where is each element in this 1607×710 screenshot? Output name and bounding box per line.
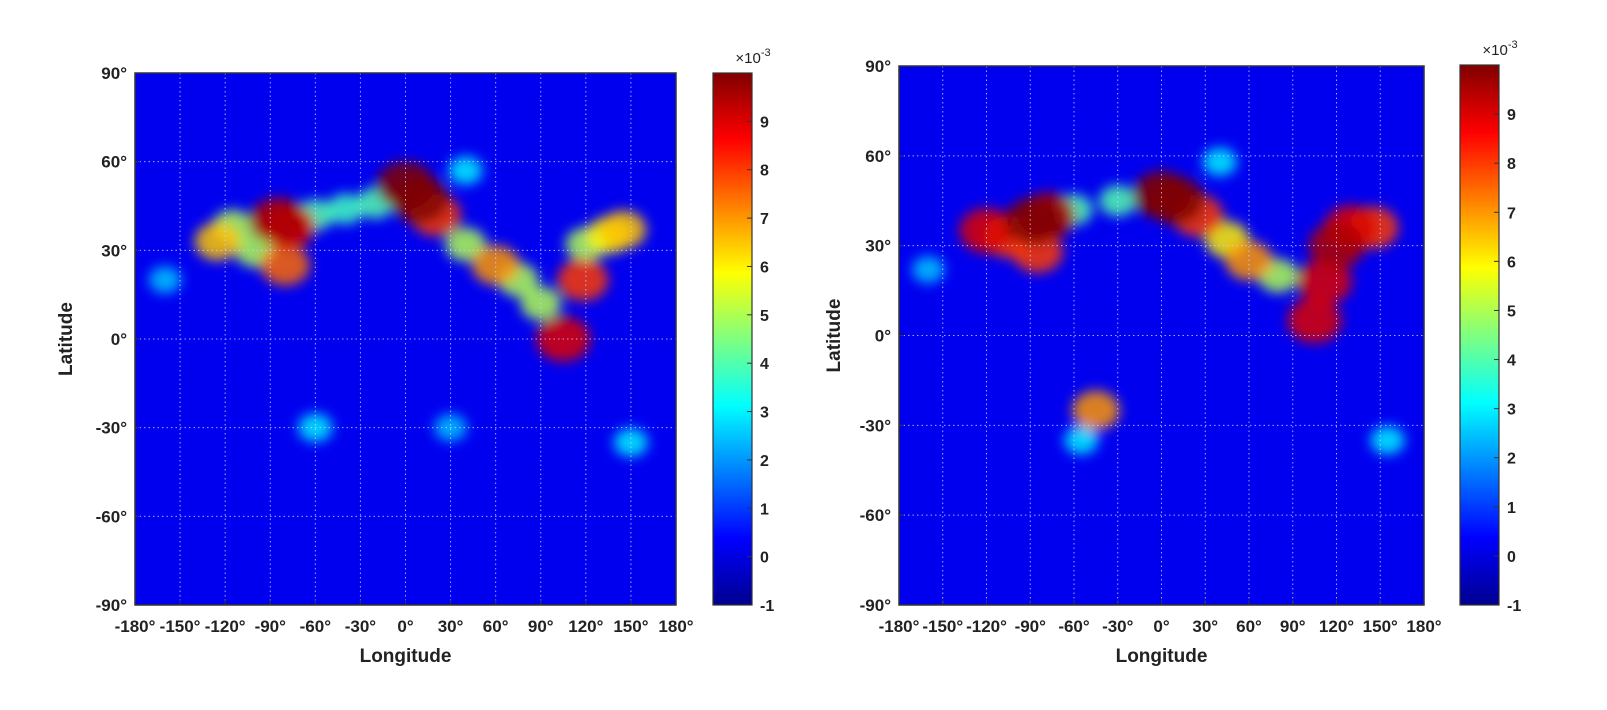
y-tick-label: -90°	[860, 596, 892, 615]
x-tick-label: -120°	[205, 617, 246, 636]
colorbar-tick-label: 0	[1507, 549, 1516, 566]
x-tick-label: 0°	[397, 617, 413, 636]
y-tick-label: -60°	[96, 507, 128, 526]
colorbar-tick-label: 4	[1507, 353, 1516, 370]
colorbar-tick-label: -1	[760, 598, 774, 615]
x-tick-label: 30°	[438, 617, 464, 636]
x-tick-label: 30°	[1192, 617, 1218, 636]
y-tick-label: 30°	[101, 241, 127, 260]
colorbar-tick-label: 1	[760, 501, 769, 518]
colorbar-tick-label: 7	[1507, 205, 1516, 222]
x-tick-label: -30°	[345, 617, 377, 636]
colorbar-tick-label: 2	[1507, 451, 1516, 468]
colorbar-multiplier: ×10-3	[735, 47, 770, 67]
x-tick-label: -180°	[879, 617, 920, 636]
colorbar-tick-label: 5	[1507, 303, 1516, 320]
colorbar-tick-label: 5	[760, 308, 769, 325]
heatmap-hotspot	[391, 176, 450, 225]
x-tick-label: -90°	[1015, 617, 1047, 636]
y-tick-label: -30°	[860, 416, 892, 435]
y-tick-label: -60°	[860, 506, 892, 525]
heatmap-field	[911, 147, 1405, 455]
heatmap-hotspot	[1064, 426, 1099, 455]
x-tick-label: 60°	[483, 617, 509, 636]
colorbar	[1459, 64, 1500, 606]
colorbar-tick-label: 7	[760, 211, 769, 228]
colorbar-tick-label: 3	[1507, 402, 1516, 419]
x-tick-label: 150°	[613, 617, 648, 636]
x-tick-label: -30°	[1102, 617, 1134, 636]
y-tick-label: -90°	[96, 596, 128, 615]
colorbar-tick-label: 0	[760, 550, 769, 567]
heatmap-hotspot	[1370, 426, 1405, 455]
colorbar-tick-label: 4	[760, 356, 769, 373]
x-axis-label: Longitude	[360, 646, 452, 667]
x-tick-label: 60°	[1236, 617, 1262, 636]
colorbar-tick-label: 2	[760, 453, 769, 470]
colorbar-tick-label: 8	[1507, 156, 1516, 173]
x-tick-label: 150°	[1363, 617, 1398, 636]
heatmap-hotspot	[1147, 176, 1205, 225]
x-tick-label: -60°	[300, 617, 332, 636]
heatmap-hotspot	[557, 258, 609, 302]
heatmap-hotspot	[471, 245, 520, 285]
colorbar	[712, 72, 753, 606]
colorbar-multiplier: ×10-3	[1482, 39, 1517, 59]
colorbar-tick-label: 8	[760, 163, 769, 180]
x-axis-label: Longitude	[1116, 646, 1208, 667]
x-tick-label: -150°	[922, 617, 963, 636]
y-axis-label: Latitude	[56, 302, 77, 376]
heatmap-panel-right: -180° -150° -120° -90° -60° -30° 0° 30° 60° 90° 12…	[824, 39, 1521, 667]
heatmap-hotspot	[1072, 390, 1120, 431]
y-tick-label: 0°	[111, 330, 127, 349]
y-tick-label: -30°	[96, 419, 128, 438]
y-tick-label: 90°	[865, 57, 891, 76]
heatmap-hotspot	[445, 227, 487, 262]
y-tick-label: 60°	[865, 147, 891, 166]
x-tick-label: 90°	[1280, 617, 1306, 636]
x-tick-label: 180°	[658, 617, 693, 636]
y-tick-label: 90°	[101, 64, 127, 83]
heatmap-hotspot	[327, 193, 364, 225]
heatmap-hotspot	[959, 208, 1014, 254]
x-tick-label: 0°	[1153, 617, 1169, 636]
colorbar-tick-label: 6	[760, 259, 769, 276]
y-tick-label: 60°	[101, 153, 127, 172]
x-tick-label: 120°	[568, 617, 603, 636]
heatmap-hotspot	[148, 266, 182, 294]
heatmap-hotspot	[1099, 185, 1137, 217]
heatmap-hotspot	[448, 156, 483, 185]
y-tick-label: 0°	[875, 327, 891, 346]
heatmap-hotspot	[260, 244, 310, 286]
y-axis-label: Latitude	[824, 299, 845, 373]
heatmap-hotspot	[1004, 197, 1062, 246]
colorbar-tick-label: 6	[1507, 254, 1516, 271]
x-tick-label: 90°	[528, 617, 554, 636]
colorbar-tick-label: 9	[1507, 107, 1516, 124]
heatmap-hotspot	[249, 197, 306, 245]
heatmap-hotspot	[911, 256, 945, 284]
x-tick-label: -60°	[1058, 617, 1090, 636]
y-tick-label: 30°	[865, 237, 891, 256]
x-tick-label: 120°	[1319, 617, 1354, 636]
colorbar-tick-label: 3	[760, 405, 769, 422]
colorbar-tick-label: 1	[1507, 500, 1516, 517]
x-tick-label: 180°	[1406, 617, 1441, 636]
x-tick-label: -150°	[160, 617, 201, 636]
x-tick-label: -180°	[115, 617, 156, 636]
colorbar-tick-label: -1	[1507, 598, 1521, 615]
heatmap-hotspot	[1287, 297, 1342, 344]
heatmap-hotspot	[1202, 147, 1237, 177]
x-tick-label: -120°	[966, 617, 1007, 636]
heatmap-hotspot	[1297, 259, 1352, 305]
heatmap-hotspot	[600, 210, 647, 249]
x-tick-label: -90°	[255, 617, 287, 636]
heatmap-field	[148, 156, 648, 457]
heatmap-panel-left: -180° -150° -120° -90° -60° -30° 0° 30° 60° 90° 12…	[56, 47, 774, 667]
colorbar-tick-label: 9	[760, 114, 769, 131]
heatmap-hotspot	[194, 222, 241, 261]
